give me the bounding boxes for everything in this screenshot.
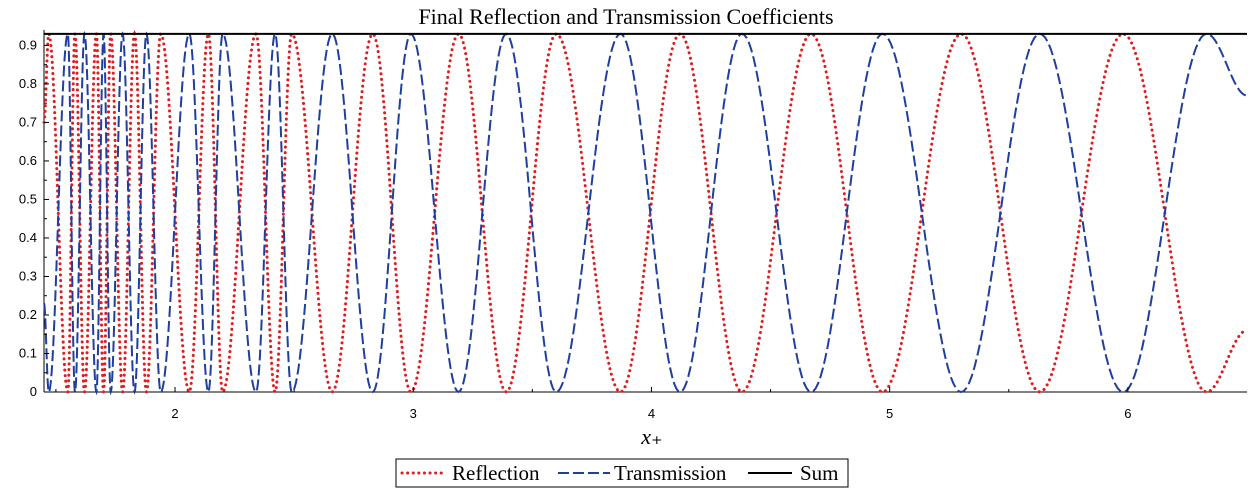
legend-label-reflection: Reflection	[452, 461, 540, 485]
legend-label-sum: Sum	[800, 461, 839, 485]
x-axis-label: x₊	[640, 424, 662, 449]
transmission-series-line	[43, 30, 1248, 396]
x-tick-label: 5	[886, 406, 893, 421]
y-tick-label: 0.9	[19, 37, 37, 52]
reflection-series-line	[42, 28, 1249, 397]
plot-area	[43, 30, 1247, 393]
y-tick-label: 0.1	[19, 345, 37, 360]
y-tick-label: 0.3	[19, 268, 37, 283]
legend-label-transmission: Transmission	[614, 461, 727, 485]
y-tick-label: 0.5	[19, 191, 37, 206]
y-tick-label: 0.8	[19, 76, 37, 91]
y-tick-label: 0.7	[19, 114, 37, 129]
y-tick-label: 0.6	[19, 153, 37, 168]
x-tick-label: 4	[648, 406, 655, 421]
y-tick-label: 0.2	[19, 307, 37, 322]
series-layer	[42, 28, 1249, 397]
y-tick-label: 0.4	[19, 230, 37, 245]
y-tick-label: 0	[30, 384, 37, 399]
x-tick-label: 6	[1124, 406, 1131, 421]
axes-layer: 0 0.1 0.2 0.3 0.4 0.5 0.6 0.7 0.8 0.9 2 3 4 5 6	[19, 37, 1132, 421]
legend: Reflection Transmission Sum	[395, 458, 849, 488]
x-tick-label: 2	[171, 406, 178, 421]
chart-title: Final Reflection and Transmission Coeffi…	[418, 4, 833, 29]
x-tick-label: 3	[410, 406, 417, 421]
